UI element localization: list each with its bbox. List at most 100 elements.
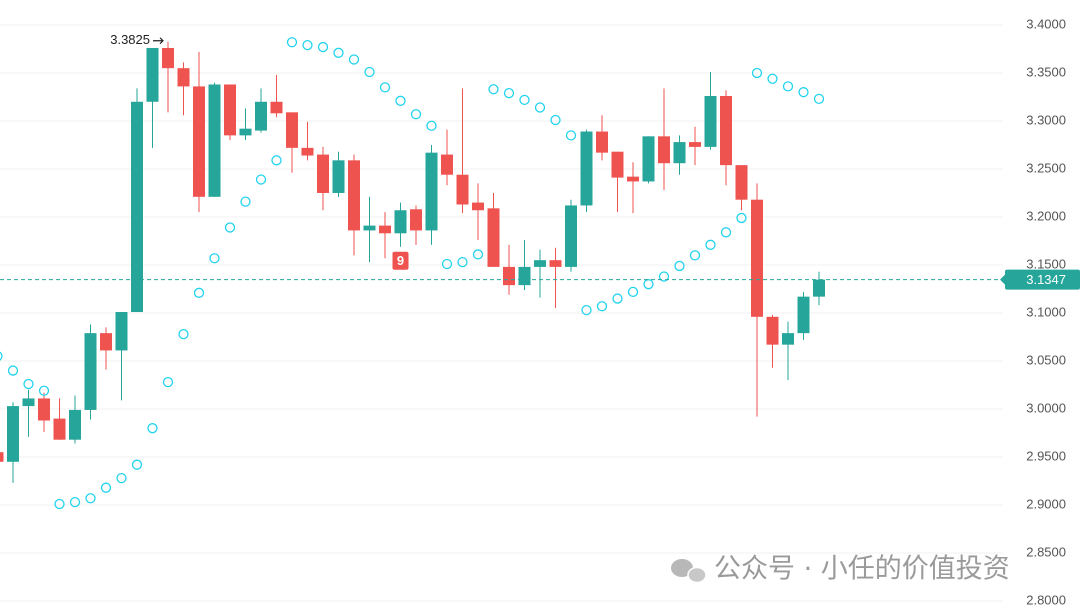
watermark-text: 公众号 · 小任的价值投资 [714, 554, 1010, 585]
sar-dot [612, 293, 623, 304]
candle-body [146, 48, 159, 102]
sar-dot [550, 114, 561, 126]
sar-dot [85, 493, 96, 504]
candle-body [534, 260, 546, 267]
sar-dot [69, 496, 81, 508]
candle-body [162, 48, 174, 69]
y-tick-label: 3.2500 [1026, 160, 1066, 175]
candle-body [704, 96, 717, 147]
candle-body [425, 152, 438, 231]
sar-dot [7, 365, 19, 376]
candle-body [518, 266, 531, 286]
sar-dot [596, 301, 608, 312]
last-price-pointer [1000, 274, 1005, 285]
sar-dot [705, 239, 716, 250]
sar-dot [147, 423, 158, 434]
sar-dot [271, 155, 282, 166]
sar-dot [782, 81, 794, 92]
candle-body [255, 101, 267, 131]
sar-dot [131, 459, 143, 470]
sar-dot [441, 258, 453, 270]
sar-dot [348, 54, 360, 65]
sar-dot [519, 94, 530, 105]
candle-body [53, 418, 66, 440]
sar-dot [333, 47, 344, 58]
candle-body [208, 84, 221, 197]
marker-box [392, 251, 409, 270]
y-tick-label: 3.2000 [1026, 208, 1066, 223]
sar-dot [209, 253, 220, 264]
candle-body [7, 406, 19, 462]
sar-dot [767, 73, 778, 84]
sar-dot [317, 41, 329, 53]
y-tick-label: 3.1500 [1026, 256, 1066, 271]
candle-body [22, 398, 35, 407]
candle-body [472, 202, 484, 211]
candle-body [627, 176, 639, 182]
candle-body [0, 452, 4, 462]
y-tick-label: 3.1000 [1026, 304, 1066, 319]
y-tick-label: 2.9500 [1026, 448, 1066, 463]
candle-body [673, 142, 686, 164]
sar-dot [193, 287, 205, 298]
sar-dot [38, 385, 50, 396]
sar-dot [472, 249, 484, 260]
y-tick-label: 3.3000 [1026, 112, 1066, 127]
last-price-label: 3.1347 [1026, 272, 1066, 287]
candle-body [658, 136, 670, 164]
candle-body [394, 210, 407, 234]
candle-body [596, 131, 608, 153]
candle-body [441, 154, 453, 175]
candle-body [38, 398, 50, 421]
sar-dot [751, 67, 763, 79]
candle-body [131, 101, 143, 313]
candle-body [270, 101, 283, 114]
sar-dot [379, 82, 391, 93]
candle-body [549, 260, 562, 267]
sar-dot [503, 87, 515, 99]
sar-dot [426, 120, 437, 131]
sar-dot [798, 87, 809, 98]
candle-body [301, 147, 314, 156]
candle-body [751, 199, 763, 317]
y-tick-label: 3.0000 [1026, 400, 1066, 415]
candle-body [642, 136, 655, 182]
sar-dot [488, 84, 499, 95]
wechat-icon [687, 566, 707, 584]
sar-dot [736, 212, 747, 224]
candle-body [193, 86, 205, 197]
sar-dot [178, 328, 189, 340]
candle-body [720, 96, 732, 166]
sar-dot [457, 256, 468, 268]
sar-dot [240, 196, 251, 207]
candle-body [797, 296, 810, 334]
high-arrow [153, 37, 164, 45]
sar-dot [581, 304, 592, 316]
sar-dot [224, 222, 236, 233]
sar-dot [364, 66, 375, 78]
candle-body [363, 225, 376, 231]
candle-body [565, 205, 577, 267]
marker-label: 9 [397, 253, 404, 268]
sar-dot [534, 102, 546, 113]
y-tick-label: 2.8500 [1026, 544, 1066, 559]
y-tick-label: 3.3500 [1026, 64, 1066, 79]
candle-body [580, 131, 593, 206]
candle-body [286, 112, 298, 148]
sar-dot [54, 498, 65, 510]
candle-body [84, 333, 97, 410]
candle-body [332, 160, 345, 193]
sar-dot [720, 227, 732, 238]
high-label: 3.3825 [110, 32, 150, 47]
candle-body [487, 208, 500, 267]
sar-dot [627, 286, 639, 298]
watermark: 公众号 · 小任的价值投资 [671, 554, 1010, 585]
candle-body [348, 160, 360, 231]
sar-dot [23, 378, 34, 390]
y-tick-label: 3.4000 [1026, 16, 1066, 31]
candle-body [689, 142, 701, 147]
candle-body [611, 151, 624, 178]
candle-body [782, 333, 794, 345]
candle-body [735, 165, 748, 200]
